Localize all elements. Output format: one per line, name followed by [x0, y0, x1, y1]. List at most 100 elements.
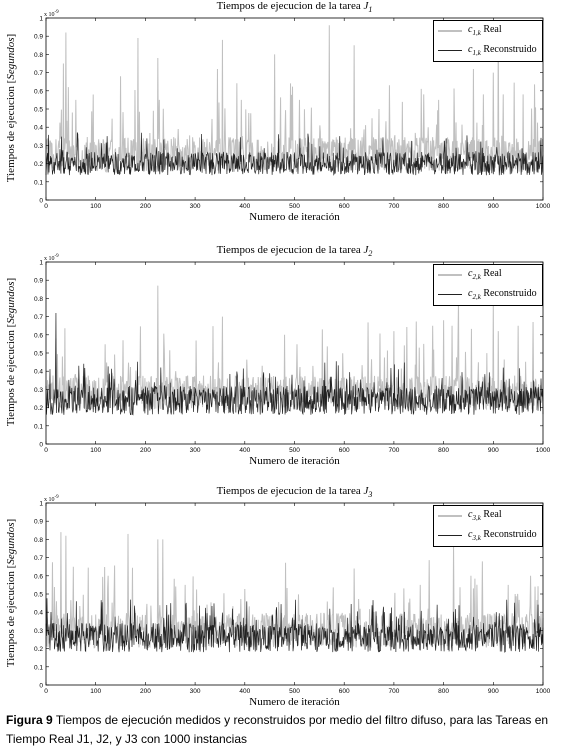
legend-entry: c2,k Real	[434, 265, 542, 285]
y-tick-label: 0.8	[34, 52, 43, 59]
series-line-real	[45, 285, 544, 412]
legend-entry: c1,k Real	[434, 21, 542, 41]
chart-legend: c1,k Real c1,k Reconstruido	[433, 20, 543, 62]
x-tick-label: 300	[190, 203, 201, 210]
legend-entry: c3,k Reconstruido	[434, 526, 542, 546]
x-tick-label: 700	[388, 688, 399, 695]
y-tick-label: 0.7	[34, 314, 43, 321]
legend-label: c1,k Reconstruido	[468, 44, 537, 57]
legend-entry: c1,k Reconstruido	[434, 41, 542, 61]
chart-title: Tiempos de ejecucion de la tarea J2	[46, 244, 543, 258]
y-tick-label: 0.3	[34, 628, 43, 635]
y-tick-label: 0.7	[34, 555, 43, 562]
y-tick-label: 1	[39, 16, 43, 23]
y-tick-label: 0.6	[34, 332, 43, 339]
x-tick-label: 600	[339, 688, 350, 695]
x-tick-label: 1000	[536, 203, 551, 210]
x-tick-label: 200	[140, 688, 151, 695]
y-tick-label: 0.8	[34, 537, 43, 544]
x-tick-label: 1000	[536, 447, 551, 454]
chart-title-text: Tiempos de ejecucion de la tarea	[216, 485, 364, 497]
y-tick-label: 0.5	[34, 107, 43, 114]
x-tick-label: 0	[44, 447, 48, 454]
x-tick-label: 400	[239, 203, 250, 210]
chart-plot-svg: 0 100 200 300 400 500 600 700 800 900 1000 0 0.1 0.2 0…	[34, 16, 551, 211]
chart-title-subscript: 1	[368, 5, 373, 15]
chart-panel-1: Tiempos de ejecucion de la tarea J1 x 10-…	[0, 0, 565, 240]
chart-title: Tiempos de ejecucion de la tarea J3	[46, 485, 543, 499]
x-tick-label: 400	[239, 688, 250, 695]
x-tick-label: 200	[140, 203, 151, 210]
y-exponent-label: x 10-9	[44, 10, 59, 18]
series-line-real	[45, 532, 544, 649]
x-tick-label: 900	[488, 203, 499, 210]
chart-panel-2: Tiempos de ejecucion de la tarea J2 x 10-…	[0, 244, 565, 484]
y-tick-label: 0.8	[34, 296, 43, 303]
x-tick-label: 400	[239, 447, 250, 454]
y-exponent-label: x 10-9	[44, 495, 59, 503]
chart-title-symbol: J3	[363, 485, 373, 500]
legend-label: c2,k Reconstruido	[468, 288, 537, 301]
y-tick-label: 1	[39, 260, 43, 267]
legend-swatch	[438, 30, 462, 32]
x-tick-label: 700	[388, 203, 399, 210]
chart-title-text: Tiempos de ejecucion de la tarea	[216, 244, 364, 256]
y-tick-label: 1	[39, 501, 43, 508]
y-tick-label: 0.9	[34, 519, 43, 526]
y-tick-label: 0.6	[34, 573, 43, 580]
x-tick-label: 100	[90, 447, 101, 454]
chart-title-subscript: 2	[368, 249, 373, 259]
chart-title: Tiempos de ejecucion de la tarea J1	[46, 0, 543, 14]
legend-swatch	[438, 50, 462, 51]
y-tick-label: 0.4	[34, 125, 43, 132]
x-tick-label: 800	[438, 688, 449, 695]
caption-label: Figura 9	[6, 713, 53, 727]
x-tick-label: 500	[289, 203, 300, 210]
legend-swatch	[438, 535, 462, 536]
figure-caption: Figura 9 Tiempos de ejecución medidos y …	[6, 711, 562, 749]
chart-title-symbol: J1	[363, 0, 373, 15]
y-tick-label: 0.2	[34, 646, 43, 653]
x-tick-label: 500	[289, 688, 300, 695]
x-tick-label: 800	[438, 447, 449, 454]
x-tick-label: 1000	[536, 688, 551, 695]
x-tick-label: 200	[140, 447, 151, 454]
chart-title-subscript: 3	[368, 490, 373, 500]
x-axis-label: Numero de iteración	[249, 211, 340, 223]
y-tick-label: 0.9	[34, 34, 43, 41]
x-tick-label: 500	[289, 447, 300, 454]
legend-swatch	[438, 515, 462, 517]
y-tick-label: 0.1	[34, 423, 43, 430]
series-line-reconstructed	[45, 598, 544, 653]
y-tick-label: 0.3	[34, 143, 43, 150]
y-tick-label: 0.4	[34, 369, 43, 376]
x-tick-label: 600	[339, 447, 350, 454]
legend-label: c3,k Real	[468, 509, 502, 522]
caption-text: Tiempos de ejecución medidos y reconstru…	[6, 713, 549, 746]
x-axis-label: Numero de iteración	[249, 455, 340, 467]
legend-entry: c3,k Real	[434, 506, 542, 526]
x-tick-label: 800	[438, 203, 449, 210]
legend-entry: c2,k Reconstruido	[434, 285, 542, 305]
chart-plot-svg: 0 100 200 300 400 500 600 700 800 900 1000 0 0.1 0.2 0…	[34, 260, 551, 455]
y-tick-label: 0.2	[34, 161, 43, 168]
x-tick-label: 0	[44, 688, 48, 695]
legend-label: c1,k Real	[468, 24, 502, 37]
series-line-reconstructed	[45, 312, 544, 416]
y-tick-label: 0.5	[34, 351, 43, 358]
legend-label: c3,k Reconstruido	[468, 529, 537, 542]
x-tick-label: 900	[488, 688, 499, 695]
y-tick-label: 0	[39, 442, 43, 449]
x-tick-label: 700	[388, 447, 399, 454]
legend-label: c2,k Real	[468, 268, 502, 281]
y-tick-label: 0.7	[34, 70, 43, 77]
y-tick-label: 0.1	[34, 664, 43, 671]
y-tick-label: 0.9	[34, 278, 43, 285]
y-tick-label: 0.5	[34, 592, 43, 599]
y-tick-label: 0	[39, 198, 43, 205]
y-tick-label: 0.4	[34, 610, 43, 617]
y-tick-label: 0.1	[34, 179, 43, 186]
chart-title-text: Tiempos de ejecucion de la tarea	[216, 0, 364, 12]
chart-plot-svg: 0 100 200 300 400 500 600 700 800 900 1000 0 0.1 0.2 0…	[34, 501, 551, 696]
x-axis-label: Numero de iteración	[249, 696, 340, 708]
